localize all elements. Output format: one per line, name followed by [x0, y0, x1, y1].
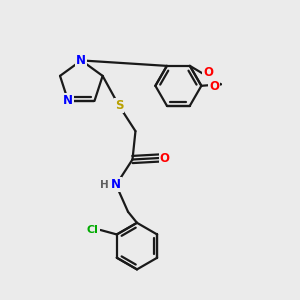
Text: Cl: Cl: [87, 225, 99, 235]
Text: O: O: [160, 152, 170, 164]
Text: N: N: [63, 94, 73, 107]
Text: H: H: [100, 180, 109, 190]
Text: N: N: [76, 54, 86, 67]
Text: O: O: [203, 66, 213, 79]
Text: O: O: [209, 80, 219, 93]
Text: N: N: [111, 178, 121, 191]
Text: S: S: [115, 99, 123, 112]
